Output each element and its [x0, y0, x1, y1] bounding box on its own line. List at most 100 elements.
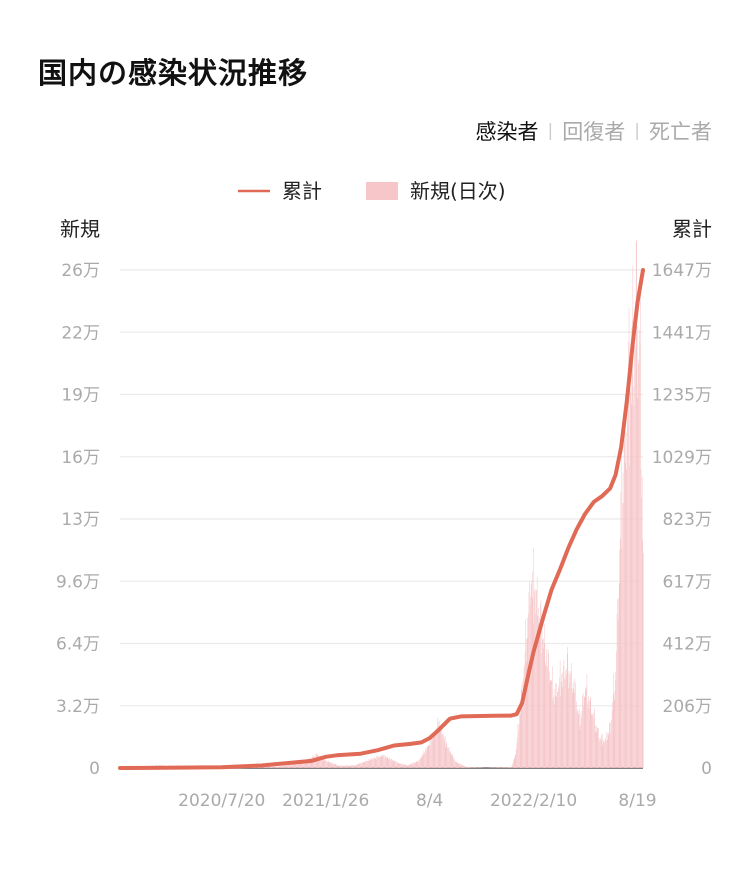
daily-bar	[565, 668, 567, 768]
daily-bar	[350, 765, 351, 768]
daily-bar	[354, 765, 355, 768]
daily-bar	[533, 623, 535, 768]
left-tick-label: 26万	[61, 261, 100, 281]
daily-bar	[535, 590, 537, 768]
daily-bar	[528, 613, 529, 768]
daily-bar	[339, 765, 340, 768]
daily-bar	[368, 761, 370, 768]
daily-bar	[383, 755, 384, 768]
daily-bar	[562, 672, 564, 768]
daily-bar	[597, 728, 599, 768]
daily-bar	[369, 759, 370, 768]
daily-bar	[260, 767, 262, 768]
daily-bar	[561, 674, 563, 768]
daily-bar	[447, 747, 449, 768]
daily-bar	[621, 431, 622, 768]
daily-bar	[390, 760, 391, 768]
daily-bar	[377, 755, 379, 768]
daily-bar	[469, 767, 470, 768]
daily-bar	[639, 342, 641, 768]
daily-bar	[569, 683, 571, 768]
daily-bar	[320, 756, 322, 768]
daily-bar	[515, 754, 517, 768]
daily-bar	[443, 735, 444, 768]
daily-bar	[553, 697, 554, 768]
metric-tabs: 感染者 | 回復者 | 死亡者	[476, 116, 712, 146]
daily-bar	[389, 757, 390, 768]
daily-bar	[300, 763, 302, 768]
daily-bar	[363, 762, 364, 768]
daily-bar	[537, 615, 538, 768]
tab-infected[interactable]: 感染者	[475, 120, 539, 144]
daily-bar	[441, 734, 443, 768]
daily-bar	[272, 766, 274, 768]
daily-bar	[592, 715, 593, 768]
daily-bar	[358, 763, 360, 768]
daily-bar	[436, 731, 437, 768]
daily-bar	[423, 750, 425, 768]
daily-bar	[385, 757, 387, 768]
daily-bar	[426, 746, 428, 768]
daily-bar	[510, 766, 511, 768]
daily-bar	[634, 348, 636, 768]
daily-bar	[609, 722, 610, 768]
daily-bar	[563, 659, 565, 768]
tab-recovered[interactable]: 回復者	[562, 120, 626, 144]
tab-deaths[interactable]: 死亡者	[649, 120, 712, 144]
daily-bar	[279, 766, 281, 768]
daily-bar	[365, 760, 367, 768]
daily-bar	[278, 766, 280, 768]
daily-bar	[606, 739, 608, 768]
daily-bar	[296, 763, 298, 768]
daily-bar	[396, 761, 398, 768]
daily-bar	[583, 696, 585, 768]
daily-bar	[472, 767, 474, 768]
daily-bar	[607, 734, 609, 768]
daily-bar	[403, 764, 404, 768]
daily-bar	[569, 674, 570, 768]
daily-bar	[467, 767, 469, 768]
daily-bar	[501, 767, 503, 768]
daily-bar	[635, 345, 636, 768]
daily-bar	[516, 742, 518, 768]
daily-bar	[453, 759, 454, 768]
daily-bar	[336, 764, 337, 768]
daily-bar	[575, 682, 576, 768]
daily-bar	[378, 756, 380, 768]
daily-bar	[384, 755, 386, 768]
daily-bar	[409, 765, 410, 768]
daily-bar	[505, 767, 507, 768]
daily-bar	[302, 763, 303, 768]
daily-bar	[547, 649, 549, 768]
daily-bar	[321, 758, 322, 768]
daily-bar	[556, 683, 557, 768]
daily-bar	[375, 758, 376, 768]
daily-bar	[328, 762, 330, 768]
daily-bar	[622, 472, 624, 768]
daily-bar	[557, 691, 559, 768]
daily-bar	[333, 764, 334, 768]
daily-bar	[328, 761, 329, 768]
daily-bar	[475, 767, 477, 768]
daily-bar	[382, 756, 384, 768]
daily-bar	[460, 764, 462, 768]
daily-bar	[353, 765, 354, 768]
daily-bar	[435, 730, 436, 768]
daily-bar	[609, 722, 611, 768]
daily-bar	[595, 725, 596, 768]
daily-bar	[546, 649, 547, 768]
daily-bar	[500, 767, 502, 768]
daily-bar	[571, 663, 572, 768]
daily-bar	[551, 680, 552, 768]
daily-bar	[308, 759, 309, 768]
right-tick-label: 206万	[663, 697, 712, 717]
daily-bar	[534, 588, 536, 768]
daily-bar	[397, 763, 399, 768]
daily-bar	[305, 760, 306, 768]
daily-bar	[356, 764, 358, 768]
daily-bar	[501, 767, 502, 768]
daily-bar	[531, 580, 532, 768]
tab-separator: |	[547, 121, 554, 141]
daily-bar	[504, 767, 506, 768]
daily-bar	[557, 692, 558, 768]
